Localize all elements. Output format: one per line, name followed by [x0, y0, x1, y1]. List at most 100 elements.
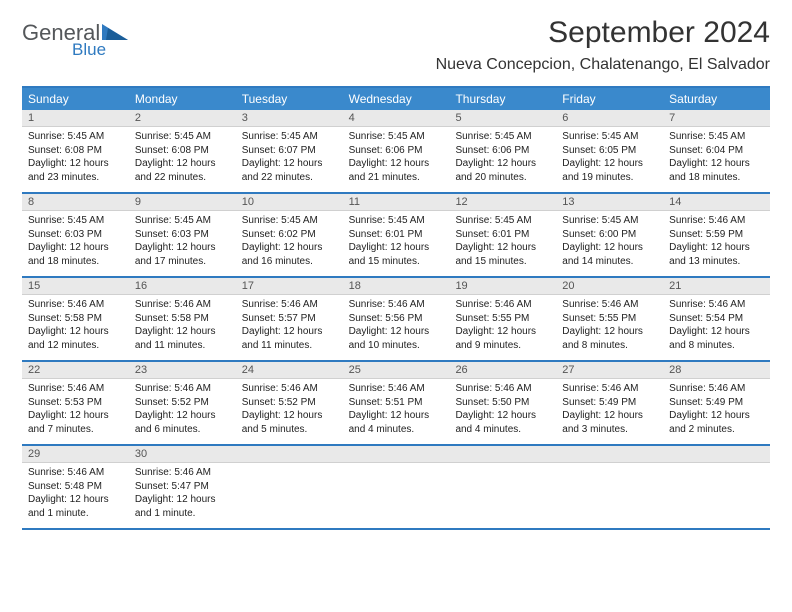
day-cell: Sunrise: 5:45 AMSunset: 6:01 PMDaylight:…: [449, 211, 556, 276]
day-cell: Sunrise: 5:46 AMSunset: 5:55 PMDaylight:…: [556, 295, 663, 360]
date-cell: 8: [22, 194, 129, 210]
date-cell: 27: [556, 362, 663, 378]
date-row: 2930: [22, 446, 770, 463]
day-cell: Sunrise: 5:45 AMSunset: 6:03 PMDaylight:…: [129, 211, 236, 276]
daylight-text: Daylight: 12 hours and 3 minutes.: [562, 409, 657, 436]
sunset-text: Sunset: 5:54 PM: [669, 312, 764, 326]
day-cell: [663, 463, 770, 528]
sunset-text: Sunset: 5:58 PM: [135, 312, 230, 326]
date-row: 22232425262728: [22, 362, 770, 379]
daylight-text: Daylight: 12 hours and 12 minutes.: [28, 325, 123, 352]
daylight-text: Daylight: 12 hours and 15 minutes.: [349, 241, 444, 268]
date-cell: [556, 446, 663, 462]
sunrise-text: Sunrise: 5:45 AM: [349, 214, 444, 228]
daylight-text: Daylight: 12 hours and 15 minutes.: [455, 241, 550, 268]
daylight-text: Daylight: 12 hours and 4 minutes.: [455, 409, 550, 436]
daylight-text: Daylight: 12 hours and 13 minutes.: [669, 241, 764, 268]
daylight-text: Daylight: 12 hours and 11 minutes.: [242, 325, 337, 352]
logo-word-blue: Blue: [72, 40, 106, 60]
sunrise-text: Sunrise: 5:46 AM: [135, 382, 230, 396]
date-cell: [236, 446, 343, 462]
daylight-text: Daylight: 12 hours and 16 minutes.: [242, 241, 337, 268]
date-cell: 30: [129, 446, 236, 462]
sunset-text: Sunset: 6:05 PM: [562, 144, 657, 158]
sunset-text: Sunset: 6:06 PM: [455, 144, 550, 158]
sunrise-text: Sunrise: 5:45 AM: [242, 130, 337, 144]
date-cell: 11: [343, 194, 450, 210]
date-cell: 1: [22, 110, 129, 126]
day-cell: Sunrise: 5:46 AMSunset: 5:56 PMDaylight:…: [343, 295, 450, 360]
date-cell: 3: [236, 110, 343, 126]
sunrise-text: Sunrise: 5:45 AM: [28, 214, 123, 228]
week-block: 15161718192021Sunrise: 5:46 AMSunset: 5:…: [22, 278, 770, 362]
sunrise-text: Sunrise: 5:45 AM: [562, 130, 657, 144]
date-cell: 18: [343, 278, 450, 294]
sunrise-text: Sunrise: 5:46 AM: [669, 382, 764, 396]
info-row: Sunrise: 5:46 AM Sunset: 5:53 PM Daylight:…: [22, 379, 770, 444]
location-text: Nueva Concepcion, Chalatenango, El Salva…: [436, 56, 770, 74]
day-cell: Sunrise: 5:45 AMSunset: 6:08 PMDaylight:…: [22, 127, 129, 192]
header: General Blue September 2024 Nueva Concep…: [22, 16, 770, 74]
daylight-text: Daylight: 12 hours and 18 minutes.: [669, 157, 764, 184]
sunset-text: Sunset: 5:53 PM: [28, 396, 123, 410]
date-cell: [449, 446, 556, 462]
info-row: Sunrise: 5:46 AMSunset: 5:58 PMDaylight:…: [22, 295, 770, 360]
month-title: September 2024: [436, 16, 770, 50]
sunrise-text: Sunrise: 5:46 AM: [669, 214, 764, 228]
info-row: Sunrise: 5:45 AMSunset: 6:08 PMDaylight:…: [22, 127, 770, 192]
day-cell: Sunrise: 5:46 AMSunset: 5:50 PMDaylight:…: [449, 379, 556, 444]
sunset-text: Sunset: 6:01 PM: [349, 228, 444, 242]
sunset-text: Sunset: 5:59 PM: [669, 228, 764, 242]
date-cell: 15: [22, 278, 129, 294]
daylight-text: Daylight: 12 hours and 1 minute.: [28, 493, 123, 520]
info-row: Sunrise: 5:45 AMSunset: 6:03 PMDaylight:…: [22, 211, 770, 276]
days-of-week-row: Sunday Monday Tuesday Wednesday Thursday…: [22, 88, 770, 110]
daylight-text: Daylight: 12 hours and 23 minutes.: [28, 157, 123, 184]
daylight-text: Daylight: 12 hours and 2 minutes.: [669, 409, 764, 436]
day-cell: Sunrise: 5:46 AMSunset: 5:58 PMDaylight:…: [129, 295, 236, 360]
date-cell: 23: [129, 362, 236, 378]
date-cell: 24: [236, 362, 343, 378]
daylight-text: Daylight: 12 hours and 10 minutes.: [349, 325, 444, 352]
day-cell: Sunrise: 5:46 AMSunset: 5:53 PMDaylight:…: [22, 379, 129, 444]
daylight-text: Daylight: 12 hours and 20 minutes.: [455, 157, 550, 184]
sunset-text: Sunset: 6:08 PM: [135, 144, 230, 158]
day-cell: Sunrise: 5:45 AMSunset: 6:03 PMDaylight:…: [22, 211, 129, 276]
sunset-text: Sunset: 5:55 PM: [562, 312, 657, 326]
dow-monday: Monday: [129, 88, 236, 110]
sunrise-text: Sunrise: 5:46 AM: [242, 298, 337, 312]
date-cell: 25: [343, 362, 450, 378]
sunset-text: Sunset: 6:02 PM: [242, 228, 337, 242]
date-row: 1234567: [22, 110, 770, 127]
day-cell: Sunrise: 5:46 AMSunset: 5:49 PMDaylight:…: [556, 379, 663, 444]
day-cell: Sunrise: 5:45 AMSunset: 6:01 PMDaylight:…: [343, 211, 450, 276]
daylight-text: Daylight: 12 hours and 22 minutes.: [135, 157, 230, 184]
date-cell: 7: [663, 110, 770, 126]
sunset-text: Sunset: 6:03 PM: [28, 228, 123, 242]
day-cell: Sunrise: 5:45 AMSunset: 6:02 PMDaylight:…: [236, 211, 343, 276]
daylight-text: Daylight: 12 hours and 11 minutes.: [135, 325, 230, 352]
sunset-text: Sunset: 6:04 PM: [669, 144, 764, 158]
date-cell: 26: [449, 362, 556, 378]
week-block: 2930Sunrise: 5:46 AMSunset: 5:48 PMDayli…: [22, 446, 770, 530]
day-cell: Sunrise: 5:46 AMSunset: 5:59 PMDaylight:…: [663, 211, 770, 276]
week-block: 22232425262728Sunrise: 5:46 AMSunset: 5:…: [22, 362, 770, 446]
daylight-text: Daylight: 12 hours and 1 minute.: [135, 493, 230, 520]
daylight-text: Daylight: 12 hours and 14 minutes.: [562, 241, 657, 268]
sunrise-text: Sunrise: 5:45 AM: [242, 214, 337, 228]
date-cell: 28: [663, 362, 770, 378]
date-cell: 29: [22, 446, 129, 462]
sunrise-text: Sunrise: 5:45 AM: [349, 130, 444, 144]
day-cell: [236, 463, 343, 528]
sunrise-text: Sunrise: 5:46 AM: [135, 298, 230, 312]
daylight-text: Daylight: 12 hours and 19 minutes.: [562, 157, 657, 184]
weeks-container: 1234567Sunrise: 5:45 AMSunset: 6:08 PMDa…: [22, 110, 770, 530]
sunrise-text: Sunrise: 5:45 AM: [28, 130, 123, 144]
page: General Blue September 2024 Nueva Concep…: [0, 0, 792, 546]
day-cell: Sunrise: 5:46 AMSunset: 5:48 PMDaylight:…: [22, 463, 129, 528]
daylight-text: Daylight: 12 hours and 17 minutes.: [135, 241, 230, 268]
date-cell: 6: [556, 110, 663, 126]
date-cell: 4: [343, 110, 450, 126]
sunset-text: Sunset: 5:47 PM: [135, 480, 230, 494]
sunset-text: Sunset: 5:56 PM: [349, 312, 444, 326]
